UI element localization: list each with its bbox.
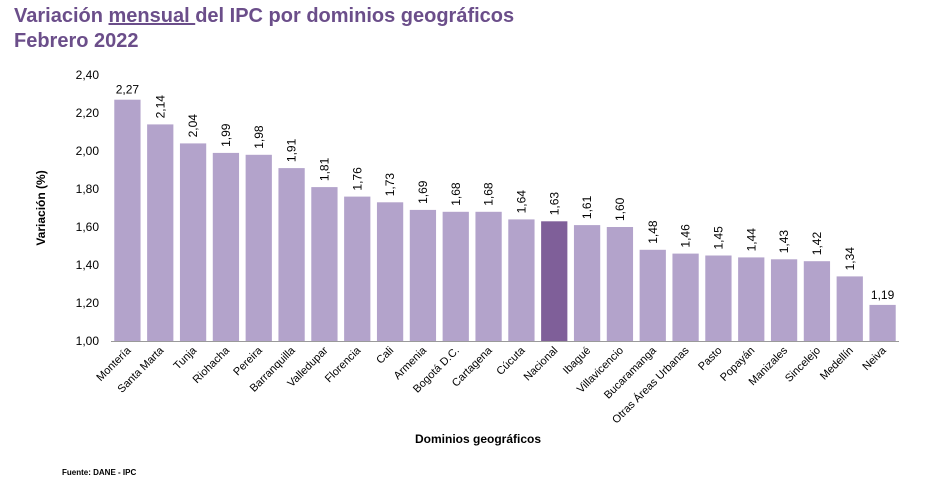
bar xyxy=(541,221,568,341)
value-label: 2,14 xyxy=(153,95,167,119)
value-label: 1,42 xyxy=(810,232,824,256)
bar xyxy=(376,202,404,341)
value-label: 1,81 xyxy=(317,157,331,181)
value-label: 1,43 xyxy=(777,230,791,254)
bar xyxy=(114,99,141,341)
bar xyxy=(147,124,174,342)
chart-title: Variación mensual del IPC por dominios g… xyxy=(14,4,514,54)
bar xyxy=(639,249,666,341)
value-label: 1,60 xyxy=(613,197,627,221)
value-label: 2,27 xyxy=(116,83,140,97)
bar xyxy=(738,257,765,341)
bar xyxy=(409,209,437,341)
bar xyxy=(508,219,535,341)
category-label: Nacional xyxy=(522,345,561,384)
bar xyxy=(442,211,469,341)
value-label: 1,46 xyxy=(679,224,693,248)
value-label: 1,61 xyxy=(580,195,594,219)
bar xyxy=(803,261,831,341)
bar xyxy=(475,211,502,341)
value-label: 1,73 xyxy=(383,173,397,197)
bar xyxy=(344,196,371,341)
title-line-1: Variación mensual del IPC por dominios g… xyxy=(14,4,514,29)
value-label: 1,76 xyxy=(350,167,364,191)
value-label: 1,34 xyxy=(843,247,857,271)
title-line-2: Febrero 2022 xyxy=(14,30,139,52)
y-tick-label: 2,40 xyxy=(76,68,100,82)
bar xyxy=(179,143,207,341)
category-label: Ibagué xyxy=(561,345,593,377)
value-label: 1,63 xyxy=(547,192,561,216)
y-tick-label: 1,00 xyxy=(76,334,100,348)
value-label: 1,98 xyxy=(252,125,266,149)
value-label: 1,68 xyxy=(449,182,463,206)
value-label: 2,04 xyxy=(186,114,200,138)
category-label: Riohacha xyxy=(191,344,233,386)
category-label: Neiva xyxy=(860,344,889,373)
value-label: 1,44 xyxy=(744,228,758,252)
bar xyxy=(573,225,601,341)
bar xyxy=(836,276,863,341)
bar xyxy=(212,152,240,341)
value-label: 1,91 xyxy=(285,138,299,162)
x-axis-label: Dominios geográficos xyxy=(415,432,541,446)
value-labels: 2,27 2,14 2,04 1,99 1,98 1,91 1,81 1,76 1,73 1,69… xyxy=(116,83,895,302)
value-label: 1,48 xyxy=(646,220,660,244)
y-tick-label: 1,20 xyxy=(76,296,100,310)
category-label: Tunja xyxy=(172,344,200,372)
source-note: Fuente: DANE - IPC xyxy=(62,468,137,477)
y-axis-label: Variación (%) xyxy=(34,170,48,245)
title-underlined-word: mensual xyxy=(108,5,196,27)
value-label: 1,69 xyxy=(416,180,430,204)
value-label: 1,68 xyxy=(482,182,496,206)
bar xyxy=(606,227,634,341)
bar xyxy=(311,187,338,341)
bar xyxy=(705,255,732,341)
y-tick-label: 1,80 xyxy=(76,182,100,196)
category-label: Medellín xyxy=(818,345,856,383)
title-part-1: Variación xyxy=(14,5,109,27)
category-label: Cali xyxy=(374,345,396,367)
value-label: 1,99 xyxy=(219,123,233,147)
value-label: 1,64 xyxy=(514,190,528,214)
bar xyxy=(770,259,798,341)
y-axis-ticks: 1,00 1,20 1,40 1,60 1,80 2,00 2,20 2,40 xyxy=(76,68,100,348)
category-label: Sincelejo xyxy=(783,345,823,385)
bar xyxy=(672,253,699,341)
y-tick-label: 2,00 xyxy=(76,144,100,158)
title-part-2: del IPC por dominios geográficos xyxy=(195,5,515,27)
y-tick-label: 1,40 xyxy=(76,258,100,272)
value-label: 1,19 xyxy=(871,288,895,302)
bar xyxy=(245,154,272,341)
category-label: Pasto xyxy=(696,345,724,373)
value-label: 1,45 xyxy=(711,226,725,250)
bar xyxy=(869,304,896,341)
y-tick-label: 2,20 xyxy=(76,106,100,120)
bars xyxy=(114,99,896,342)
category-label: Florencia xyxy=(323,344,364,385)
bar xyxy=(278,168,305,341)
y-tick-label: 1,60 xyxy=(76,220,100,234)
